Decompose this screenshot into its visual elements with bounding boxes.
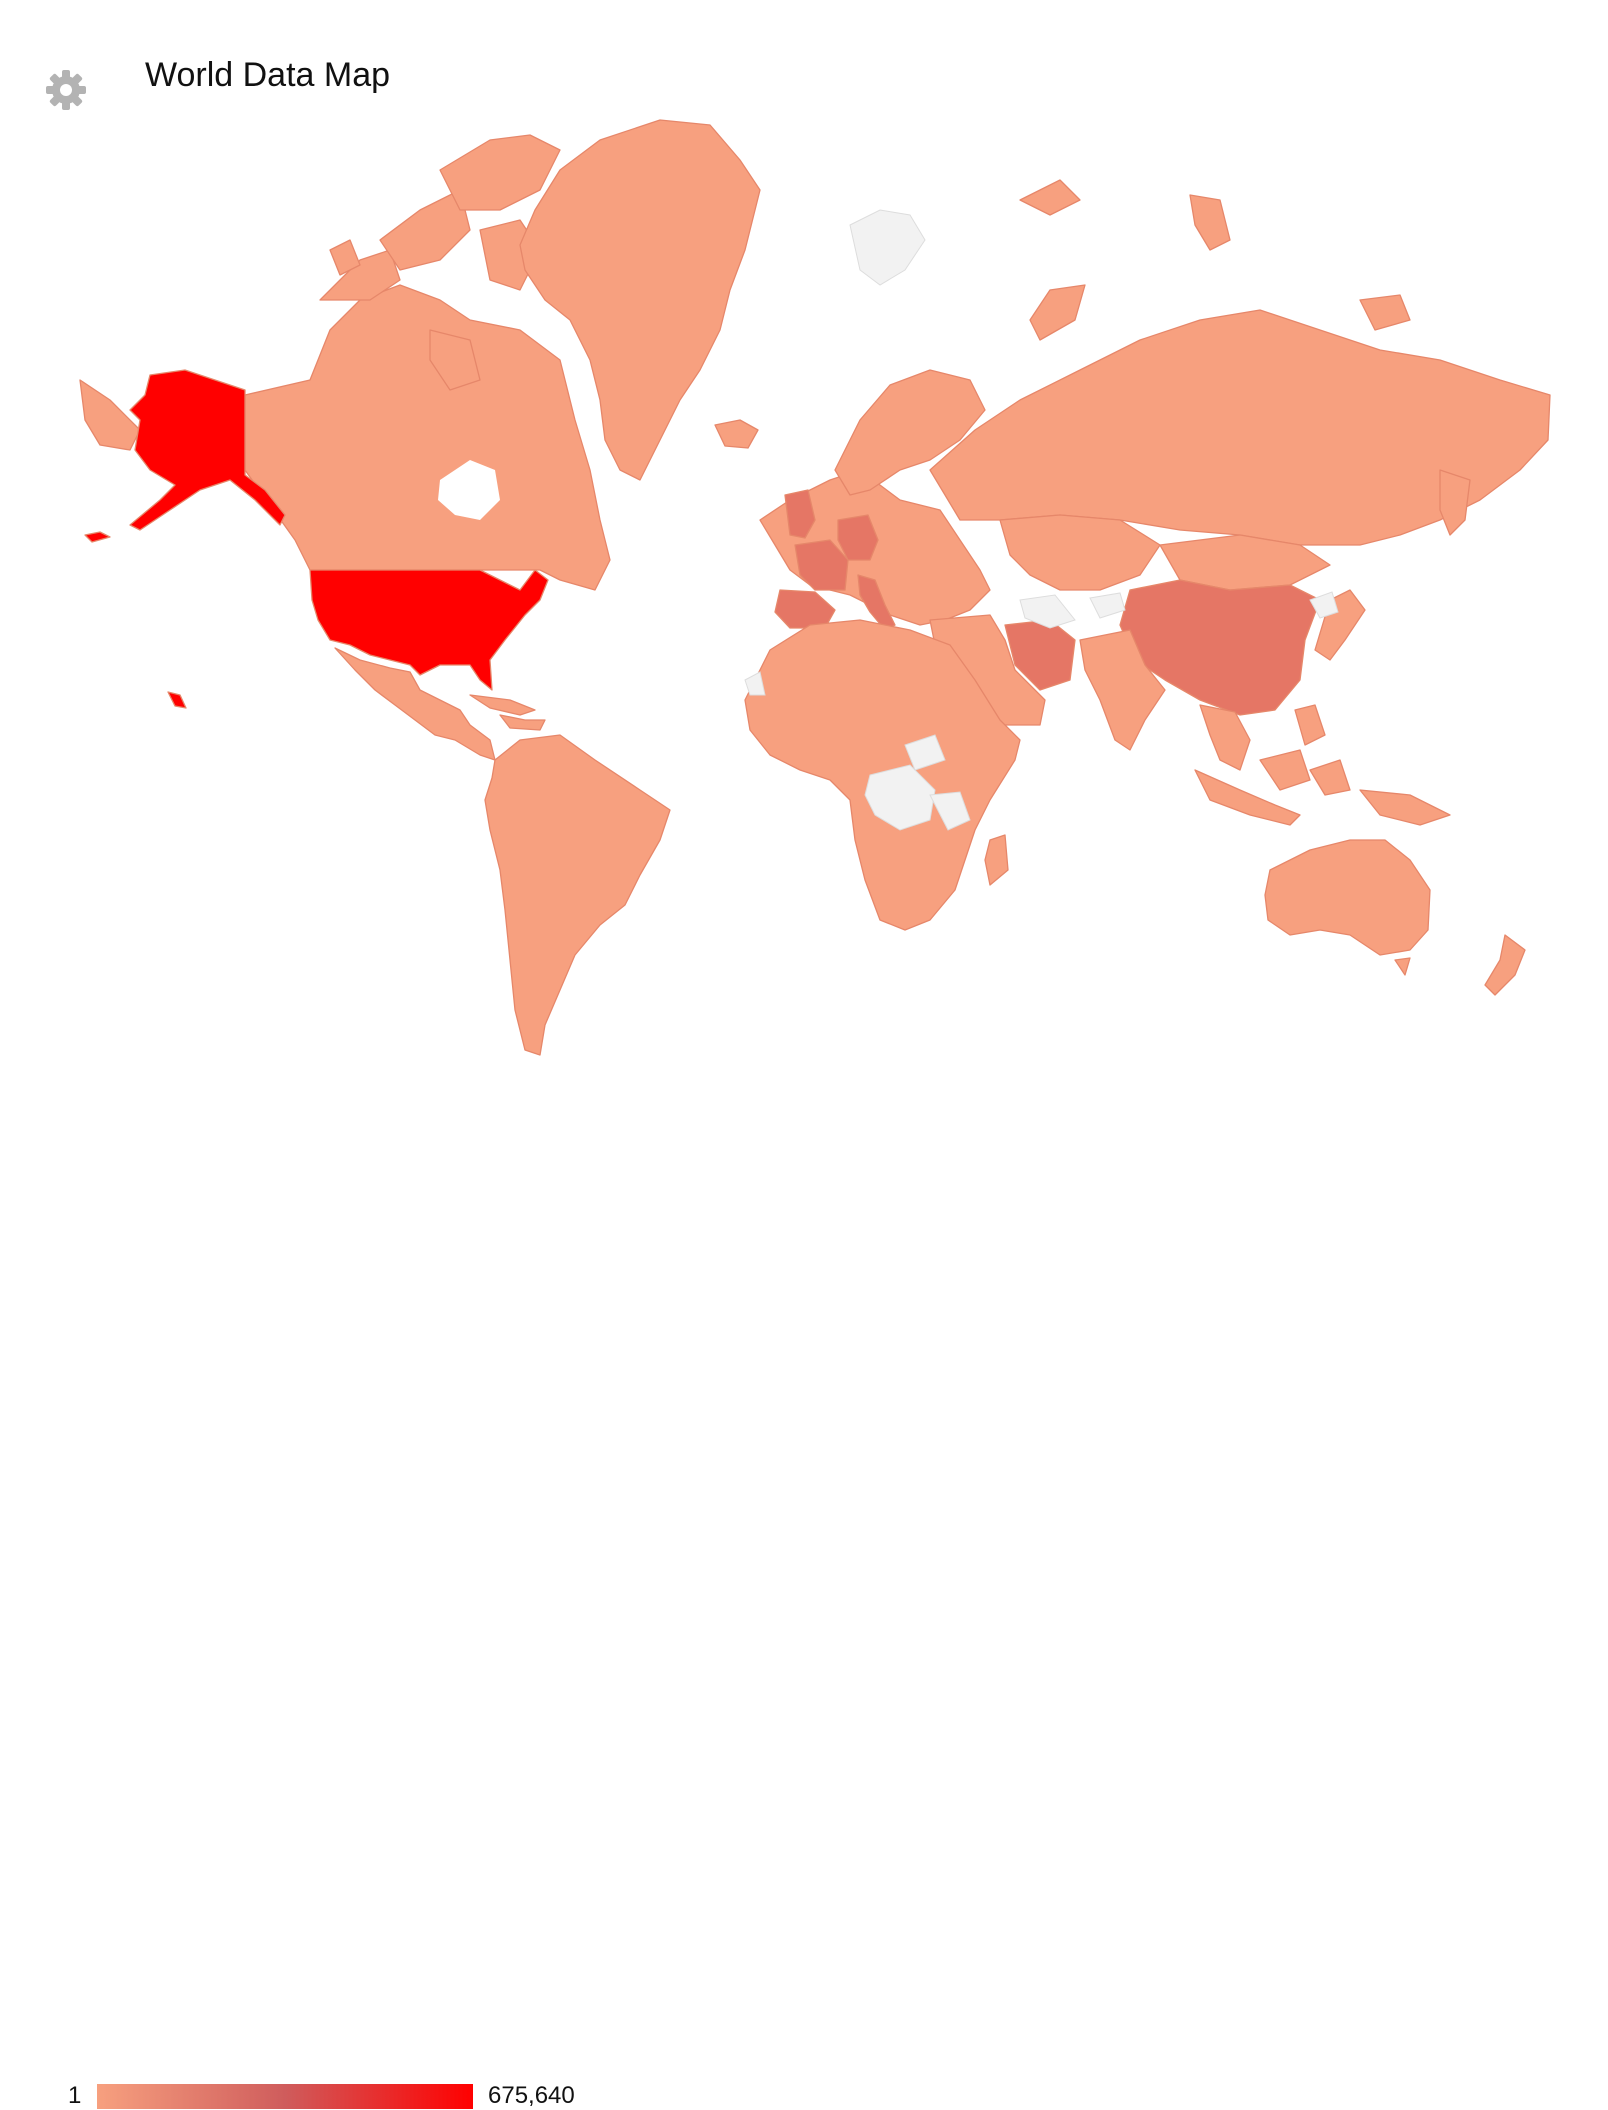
- region-kyrgyzstan: [1089, 592, 1126, 619]
- legend-min-label: 1: [68, 2082, 82, 2109]
- legend-max-label: 675,640: [488, 2082, 575, 2109]
- region-western-sahara: [744, 671, 766, 696]
- region-russia[interactable]: [929, 309, 1551, 546]
- region-japan[interactable]: [1314, 589, 1366, 661]
- region-new-zealand[interactable]: [1484, 934, 1526, 996]
- region-spain[interactable]: [774, 589, 836, 629]
- region-north-korea: [1309, 591, 1339, 619]
- color-legend: 1 675,640: [0, 1040, 640, 2109]
- world-map[interactable]: [0, 0, 1608, 1177]
- region-iceland[interactable]: [714, 419, 759, 449]
- region-alaska[interactable]: [84, 369, 286, 709]
- region-svalbard: [849, 209, 926, 286]
- region-tanzania: [929, 791, 971, 831]
- region-mexico[interactable]: [334, 647, 496, 761]
- region-scandinavia[interactable]: [834, 369, 986, 496]
- region-united-states[interactable]: [309, 569, 549, 691]
- legend-gradient-bar: [97, 2084, 473, 2109]
- region-india[interactable]: [1079, 629, 1166, 751]
- region-south-america[interactable]: [484, 734, 671, 1056]
- region-canada[interactable]: [79, 134, 611, 591]
- region-madagascar[interactable]: [984, 834, 1009, 886]
- region-united-kingdom[interactable]: [784, 489, 816, 539]
- region-south-sudan: [904, 734, 946, 771]
- region-southeast-asia[interactable]: [1199, 704, 1251, 771]
- region-greenland[interactable]: [519, 119, 761, 481]
- gear-icon[interactable]: [44, 68, 88, 112]
- region-france[interactable]: [794, 539, 849, 591]
- region-germany[interactable]: [837, 514, 879, 561]
- region-kazakhstan[interactable]: [999, 514, 1161, 591]
- region-australia[interactable]: [1264, 839, 1431, 956]
- map-title: World Data Map: [145, 56, 391, 94]
- region-turkmenistan: [1019, 594, 1076, 629]
